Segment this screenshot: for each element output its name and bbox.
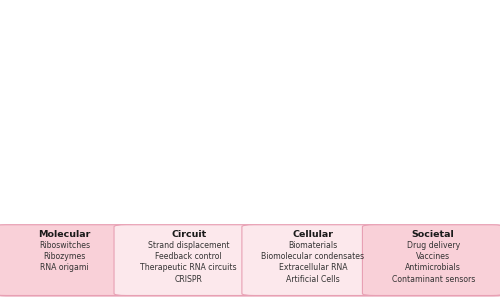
Text: Riboswitches: Riboswitches xyxy=(39,241,90,250)
FancyBboxPatch shape xyxy=(114,225,264,295)
Text: Extracellular RNA: Extracellular RNA xyxy=(278,263,347,272)
FancyBboxPatch shape xyxy=(0,225,500,296)
Text: Cellular: Cellular xyxy=(292,230,334,239)
Text: RNA origami: RNA origami xyxy=(40,263,89,272)
Text: Molecular: Molecular xyxy=(38,230,90,239)
Text: Feedback control: Feedback control xyxy=(156,252,222,261)
Text: Therapeutic RNA circuits: Therapeutic RNA circuits xyxy=(140,263,237,272)
Text: Biomaterials: Biomaterials xyxy=(288,241,338,250)
FancyBboxPatch shape xyxy=(0,225,136,295)
Text: Contaminant sensors: Contaminant sensors xyxy=(392,274,475,284)
Text: CRISPR: CRISPR xyxy=(175,274,203,284)
Text: Vaccines: Vaccines xyxy=(416,252,450,261)
Text: Societal: Societal xyxy=(412,230,455,239)
Text: Circuit: Circuit xyxy=(171,230,206,239)
Text: Ribozymes: Ribozymes xyxy=(44,252,86,261)
Text: Drug delivery: Drug delivery xyxy=(406,241,460,250)
Text: Antimicrobials: Antimicrobials xyxy=(406,263,461,272)
FancyBboxPatch shape xyxy=(362,225,500,295)
Text: Artificial Cells: Artificial Cells xyxy=(286,274,340,284)
Text: Strand displacement: Strand displacement xyxy=(148,241,230,250)
FancyBboxPatch shape xyxy=(242,225,384,295)
Text: Biomolecular condensates: Biomolecular condensates xyxy=(262,252,364,261)
